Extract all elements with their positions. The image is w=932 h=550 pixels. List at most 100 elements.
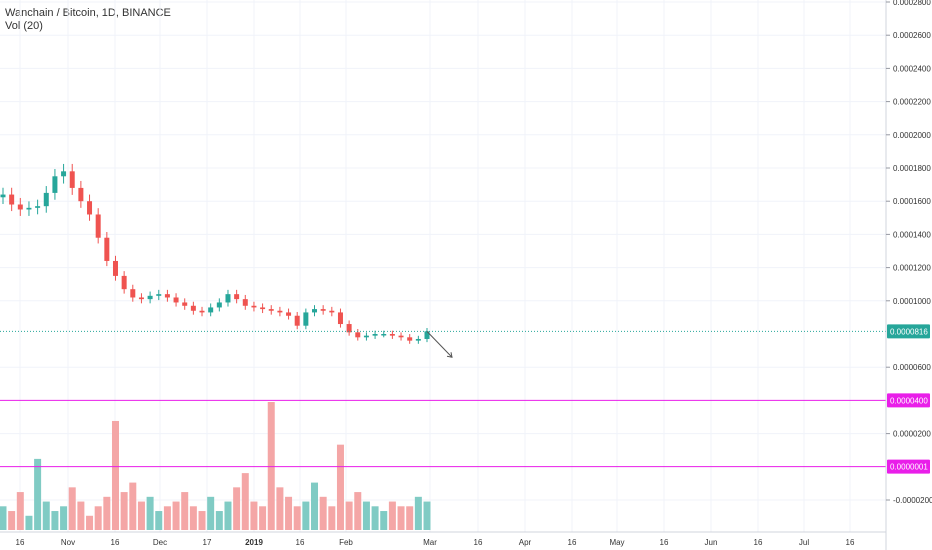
candles: [0, 163, 430, 344]
volume-bar: [198, 511, 206, 530]
volume-bar: [120, 492, 128, 530]
chart-title: Wanchain / Bitcoin, 1D, BINANCE: [5, 7, 171, 19]
candle-body: [355, 332, 361, 338]
candle-body: [251, 305, 257, 308]
time-tick-label: 16: [846, 538, 855, 547]
volume-bar: [42, 501, 50, 530]
volume-bar: [215, 511, 223, 530]
time-tick-label: Nov: [61, 538, 75, 547]
volume-bar: [163, 506, 171, 530]
price-tick-label: 0.0000600: [893, 363, 931, 372]
volume-bar: [25, 515, 33, 530]
volume-bar: [293, 506, 301, 530]
volume-bar: [336, 444, 344, 530]
candle-body: [190, 305, 196, 311]
volume-bar: [137, 501, 145, 530]
time-tick-label: 17: [203, 538, 212, 547]
volume-bar: [51, 511, 59, 530]
candle-body: [208, 307, 214, 313]
chart-grid: [0, 0, 886, 532]
volume-bar: [129, 482, 137, 530]
price-tick-label: -0.0000200: [893, 496, 932, 505]
candle-body: [156, 294, 162, 296]
volume-bar: [345, 501, 353, 530]
candle-body: [0, 194, 6, 198]
volume-bar: [111, 420, 119, 530]
volume-bars: [0, 402, 431, 530]
candle-body: [43, 192, 49, 207]
candle-body: [381, 334, 387, 336]
candle-body: [69, 171, 75, 188]
volume-bar: [319, 496, 327, 530]
volume-bar: [362, 501, 370, 530]
time-tick-label: Feb: [339, 538, 353, 547]
volume-bar: [259, 506, 267, 530]
price-tick-label: 0.0000200: [893, 430, 931, 439]
volume-bar: [267, 402, 275, 530]
candle-body: [389, 334, 395, 336]
candle-body: [61, 171, 67, 177]
candle-body: [78, 187, 84, 202]
time-tick-label: 16: [474, 538, 483, 547]
candle-body: [242, 299, 248, 306]
candle-body: [225, 294, 231, 303]
candle-body: [35, 206, 41, 208]
candle-body: [104, 237, 110, 261]
trend-arrow-head: [446, 352, 453, 358]
candle-body: [312, 309, 318, 313]
candle-body: [95, 214, 101, 238]
price-tick-label: 0.0002600: [893, 31, 931, 40]
candle-body: [164, 294, 170, 298]
volume-bar: [0, 506, 7, 530]
price-tick-label: 0.0002400: [893, 64, 931, 73]
volume-bar: [354, 492, 362, 530]
volume-bar: [103, 496, 111, 530]
volume-bar: [94, 506, 102, 530]
last-price-badge: [887, 324, 930, 339]
candle-body: [121, 275, 127, 290]
time-tick-label: 16: [296, 538, 305, 547]
time-tick-label: 16: [568, 538, 577, 547]
horizontal-line-badge: [887, 459, 930, 474]
time-tick-label: 16: [16, 538, 25, 547]
trend-arrow: [426, 330, 453, 358]
volume-bar: [397, 506, 405, 530]
time-tick-label: Apr: [519, 538, 532, 547]
volume-bar: [414, 496, 422, 530]
volume-bar: [371, 506, 379, 530]
candle-body: [424, 331, 430, 339]
time-tick-label: 16: [754, 538, 763, 547]
volume-bar: [146, 496, 154, 530]
candle-body: [407, 337, 413, 341]
time-axis: 16 Nov 16 Dec 17 2019 16 Feb Mar 16 Apr 16 May 16 Jun 1…: [0, 531, 886, 547]
candle-body: [26, 207, 32, 210]
candle-body: [87, 201, 93, 215]
candle-body: [268, 309, 274, 311]
candle-body: [277, 310, 283, 313]
price-tick-label: 0.0001200: [893, 264, 931, 273]
volume-bar: [423, 501, 431, 530]
candle-body: [260, 307, 266, 310]
candle-body: [17, 204, 23, 210]
time-tick-label: 16: [111, 538, 120, 547]
candle-body: [337, 312, 343, 325]
candle-body: [9, 194, 15, 205]
candle-body: [303, 312, 309, 326]
candle-body: [138, 297, 144, 300]
time-tick-label: Dec: [153, 538, 167, 547]
candle-body: [415, 338, 421, 341]
candle-body: [173, 297, 179, 303]
volume-bar: [285, 496, 293, 530]
candle-body: [329, 310, 335, 313]
volume-bar: [68, 487, 76, 530]
volume-indicator-label[interactable]: Vol (20): [5, 20, 43, 32]
candle-body: [147, 295, 153, 300]
volume-bar: [406, 506, 414, 530]
candle-body: [294, 315, 300, 326]
volume-bar: [189, 506, 197, 530]
horizontal-line-badge: [887, 393, 930, 408]
price-tick-label: 0.0002800: [893, 0, 931, 7]
volume-bar: [311, 482, 319, 530]
volume-bar: [302, 501, 310, 530]
